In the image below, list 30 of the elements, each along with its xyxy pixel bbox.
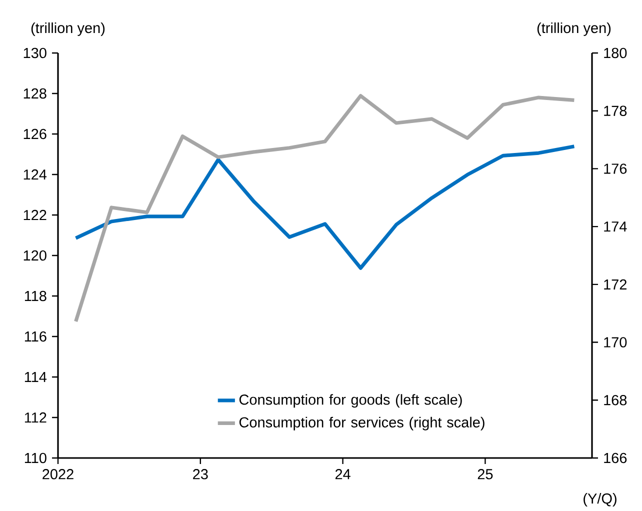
x-tick-label: 24 <box>335 469 350 480</box>
legend-label: Consumption for goods (left scale) <box>239 394 462 408</box>
x-tick-label: 2022 <box>42 469 74 480</box>
y2-tick-label: 172 <box>604 279 627 290</box>
y2-tick-label: 168 <box>604 395 627 406</box>
y-tick-label: 124 <box>24 169 47 180</box>
y-tick-label: 116 <box>24 331 46 342</box>
line-series <box>74 94 576 324</box>
line-series <box>74 144 576 270</box>
y2-tick-label: 174 <box>604 222 627 232</box>
y-tick-label: 130 <box>24 48 46 58</box>
y2-tick-label: 166 <box>604 452 627 464</box>
y-tick-label: 122 <box>24 210 46 220</box>
y-axis-title: (trillion yen) <box>31 22 105 36</box>
legend-label: Consumption for services (right scale) <box>239 416 484 430</box>
y2-tick-label: 180 <box>604 48 627 58</box>
y2-tick-label: 176 <box>604 164 627 174</box>
x-axis-title: (Y/Q) <box>584 493 616 507</box>
y-tick-label: 112 <box>24 412 46 423</box>
y-tick-label: 114 <box>24 372 47 382</box>
y-tick-label: 128 <box>24 88 46 99</box>
x-tick-label: 25 <box>478 469 493 480</box>
y-tick-label: 110 <box>24 452 46 464</box>
y-tick-label: 118 <box>24 290 46 302</box>
y2-axis-title: (trillion yen) <box>537 22 611 36</box>
y2-tick-label: 178 <box>604 106 627 116</box>
x-tick-label: 23 <box>193 469 208 480</box>
y2-tick-label: 170 <box>604 337 627 348</box>
y-tick-label: 126 <box>24 128 46 140</box>
y-tick-label: 120 <box>24 250 46 261</box>
